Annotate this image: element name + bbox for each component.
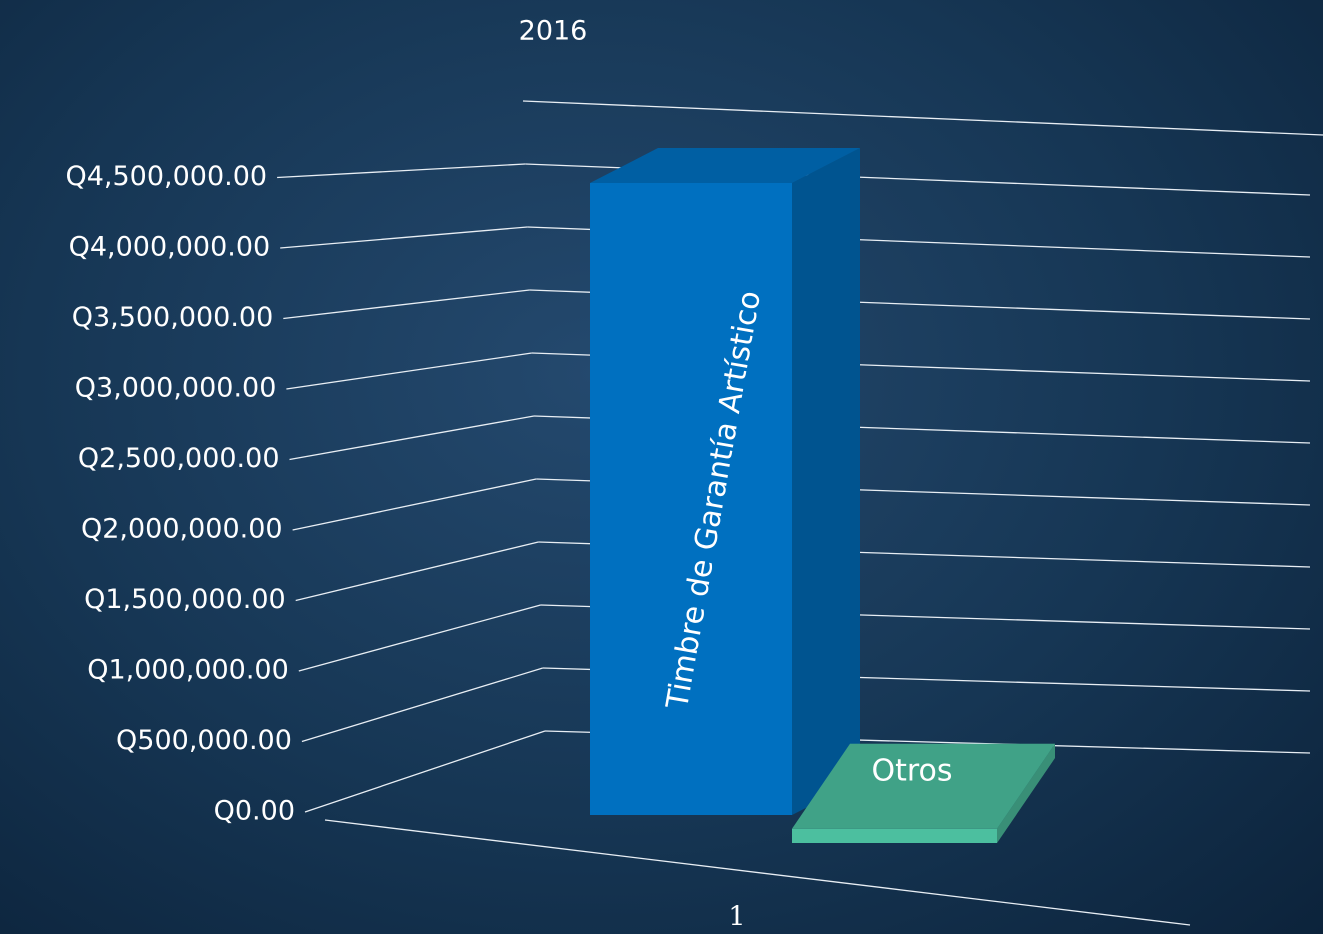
y-tick-label: Q1,000,000.00	[87, 655, 289, 686]
y-tick-label: Q500,000.00	[116, 725, 292, 756]
y-tick-label: Q0.00	[214, 796, 295, 827]
grid-line	[304, 730, 546, 813]
bar	[590, 183, 792, 815]
y-tick-label: Q3,000,000.00	[75, 373, 277, 404]
floor-edge	[324, 819, 1191, 926]
series-label: Otros	[871, 754, 952, 789]
grid-line	[301, 667, 543, 743]
grid-line	[277, 163, 526, 179]
y-tick-label: Q4,500,000.00	[65, 161, 267, 192]
chart-title: 2016	[519, 16, 588, 47]
wall-edge	[522, 100, 1323, 136]
grid-line	[295, 541, 539, 602]
y-tick-label: Q1,500,000.00	[84, 584, 286, 615]
y-tick-label: Q2,000,000.00	[81, 514, 283, 545]
bar-side-shade	[997, 743, 1055, 843]
grid-line	[286, 352, 532, 390]
y-tick-label: Q4,000,000.00	[69, 232, 271, 263]
bar-top-shade	[590, 148, 860, 183]
bar-top	[590, 148, 860, 183]
y-tick-label: Q2,500,000.00	[78, 443, 280, 474]
bar-side	[792, 148, 860, 815]
bar-side	[997, 743, 1055, 843]
y-tick-label: Q3,500,000.00	[72, 302, 274, 333]
grid-line	[292, 478, 537, 531]
bar-top-shade	[792, 743, 1055, 829]
grid-line	[283, 289, 530, 320]
grid-line	[298, 604, 541, 672]
grid-line	[280, 226, 528, 249]
bar-side-shade	[792, 148, 860, 815]
bar-top	[792, 743, 1055, 829]
bar	[792, 828, 997, 843]
x-tick-label: 1	[728, 902, 745, 933]
grid-line	[289, 415, 535, 461]
